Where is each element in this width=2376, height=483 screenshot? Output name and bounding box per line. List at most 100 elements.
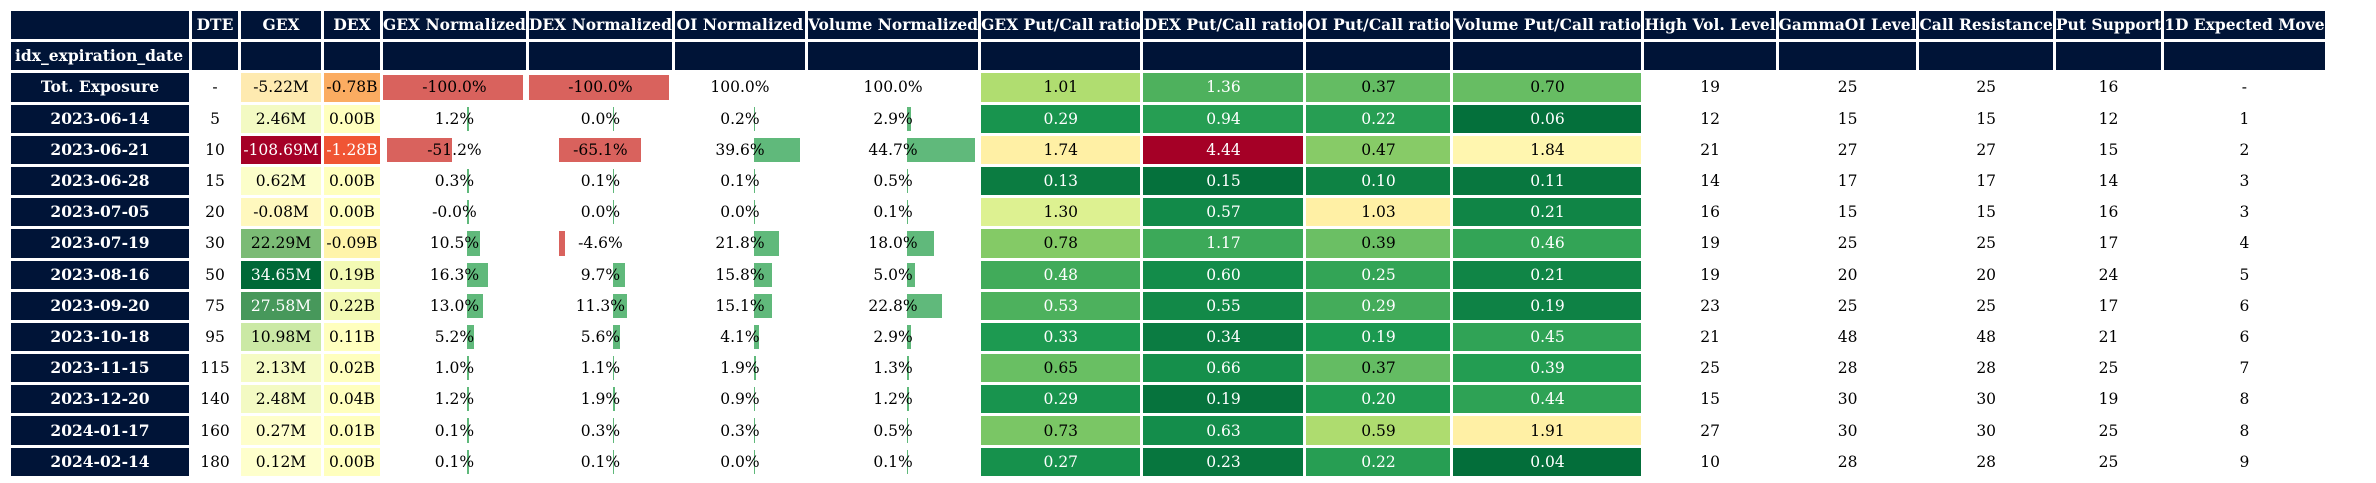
ratio-cell: 0.21 xyxy=(1453,198,1642,227)
level-cell: 30 xyxy=(1919,416,2053,445)
normalized-value: 0.0% xyxy=(580,203,621,222)
row-label: 2024-02-14 xyxy=(11,447,189,476)
normalized-bar-cell: 0.1% xyxy=(528,166,672,196)
level-cell: 15 xyxy=(1644,385,1776,414)
normalized-bar-cell: 22.8% xyxy=(807,291,979,320)
normalized-bar xyxy=(753,418,756,443)
level-cell: 27 xyxy=(1778,135,1917,164)
level-cell: 15 xyxy=(2055,135,2162,164)
normalized-value: 5.2% xyxy=(434,327,475,346)
normalized-bar-cell: 13.0% xyxy=(383,291,526,320)
dte-cell: 115 xyxy=(192,354,238,383)
row-label: 2023-12-20 xyxy=(11,385,189,414)
normalized-bar xyxy=(753,293,772,318)
level-cell: 19 xyxy=(1644,260,1776,289)
level-cell: 12 xyxy=(1644,104,1776,133)
normalized-value: 10.5% xyxy=(429,234,480,253)
normalized-bar-cell: 4.1% xyxy=(674,322,805,352)
gex-cell: -0.08M xyxy=(241,198,321,227)
dex-cell: -0.78B xyxy=(324,73,380,102)
ratio-cell: 1.91 xyxy=(1453,416,1642,445)
normalized-bar xyxy=(906,324,912,350)
normalized-bar xyxy=(906,293,942,318)
normalized-bar xyxy=(558,137,641,162)
ratio-cell: 0.57 xyxy=(1143,198,1304,227)
header-spacer xyxy=(674,42,805,71)
level-cell: 21 xyxy=(1644,322,1776,352)
level-cell: 25 xyxy=(1778,73,1917,102)
ratio-cell: 0.73 xyxy=(981,416,1141,445)
normalized-value: 0.3% xyxy=(720,421,760,440)
row-label: Tot. Exposure xyxy=(11,73,189,102)
level-cell: 19 xyxy=(1644,73,1776,102)
level-cell: 16 xyxy=(2055,198,2162,227)
ratio-cell: 0.22 xyxy=(1306,447,1451,476)
table-row: 2023-07-19 30 22.29M -0.09B 10.5% -4.6% 21.8% 1… xyxy=(11,229,2325,258)
column-header: 1D Expected Move xyxy=(2164,11,2325,40)
dte-cell: 180 xyxy=(192,447,238,476)
normalized-bar-cell: -51.2% xyxy=(383,135,526,164)
normalized-value: 0.0% xyxy=(720,203,760,222)
normalized-bar-cell: 1.9% xyxy=(674,354,805,383)
gex-cell: 0.27M xyxy=(241,416,321,445)
normalized-value: 5.0% xyxy=(873,265,913,284)
level-cell: 25 xyxy=(1919,291,2053,320)
normalized-bar xyxy=(753,262,773,287)
level-cell: 28 xyxy=(1778,447,1917,476)
normalized-bar-cell: -4.6% xyxy=(528,229,672,258)
normalized-bar-cell: 1.3% xyxy=(807,354,979,383)
normalized-bar-cell: 0.0% xyxy=(674,198,805,227)
normalized-bar xyxy=(467,231,481,256)
ratio-cell: 0.11 xyxy=(1453,166,1642,196)
header-row: DTE GEX DEX GEX Normalized DEX Normalized OI … xyxy=(11,11,2325,40)
ratio-cell: 0.29 xyxy=(1306,291,1451,320)
level-cell: 30 xyxy=(1919,385,2053,414)
normalized-value: -65.1% xyxy=(573,140,628,159)
table-body: Tot. Exposure - -5.22M -0.78B -100.0% -100.0%… xyxy=(11,73,2325,476)
column-header: DEX Put/Call ratio xyxy=(1143,11,1304,40)
ratio-cell: 0.13 xyxy=(981,166,1141,196)
normalized-bar-cell: 0.0% xyxy=(528,104,672,133)
normalized-bar xyxy=(753,106,756,131)
level-cell: 1 xyxy=(2164,104,2325,133)
normalized-value: 39.6% xyxy=(715,140,765,159)
ratio-cell: 0.10 xyxy=(1306,166,1451,196)
level-cell: 5 xyxy=(2164,260,2325,289)
ratio-cell: 0.44 xyxy=(1453,385,1642,414)
header-spacer xyxy=(528,42,672,71)
level-cell: 15 xyxy=(1778,104,1917,133)
normalized-value: 44.7% xyxy=(868,140,918,159)
table-row: 2023-06-21 10 -108.69M -1.28B -51.2% -65.1% 39… xyxy=(11,135,2325,164)
column-header: GEX Put/Call ratio xyxy=(981,11,1141,40)
dex-cell: -1.28B xyxy=(324,135,380,164)
normalized-bar xyxy=(753,137,801,162)
level-cell: 19 xyxy=(1644,229,1776,258)
dex-cell: 0.11B xyxy=(324,322,380,352)
ratio-cell: 0.37 xyxy=(1306,73,1451,102)
normalized-value: 0.1% xyxy=(580,172,621,191)
ratio-cell: 1.36 xyxy=(1143,73,1304,102)
ratio-cell: 0.39 xyxy=(1453,354,1642,383)
normalized-bar xyxy=(528,75,669,100)
normalized-value: 0.9% xyxy=(720,390,760,409)
ratio-cell: 1.17 xyxy=(1143,229,1304,258)
level-cell: 10 xyxy=(1644,447,1776,476)
header-spacer xyxy=(1143,42,1304,71)
normalized-bar-cell: 0.1% xyxy=(383,447,526,476)
normalized-bar-cell: 5.2% xyxy=(383,322,526,352)
normalized-value: -100.0% xyxy=(422,78,487,97)
normalized-bar-cell: 5.0% xyxy=(807,260,979,289)
level-cell: 14 xyxy=(2055,166,2162,196)
dex-cell: 0.02B xyxy=(324,354,380,383)
normalized-bar xyxy=(467,293,484,318)
level-cell: 3 xyxy=(2164,198,2325,227)
ratio-cell: 0.59 xyxy=(1306,416,1451,445)
normalized-bar-cell: 0.3% xyxy=(383,166,526,196)
dte-cell: 95 xyxy=(192,322,238,352)
level-cell: 17 xyxy=(1919,166,2053,196)
ratio-cell: 0.48 xyxy=(981,260,1141,289)
dte-cell: 10 xyxy=(192,135,238,164)
normalized-bar-cell: -100.0% xyxy=(383,73,526,102)
exposure-table: DTE GEX DEX GEX Normalized DEX Normalized OI … xyxy=(8,8,2328,479)
table-row: 2023-10-18 95 10.98M 0.11B 5.2% 5.6% 4.1% 2.9% 0… xyxy=(11,322,2325,352)
